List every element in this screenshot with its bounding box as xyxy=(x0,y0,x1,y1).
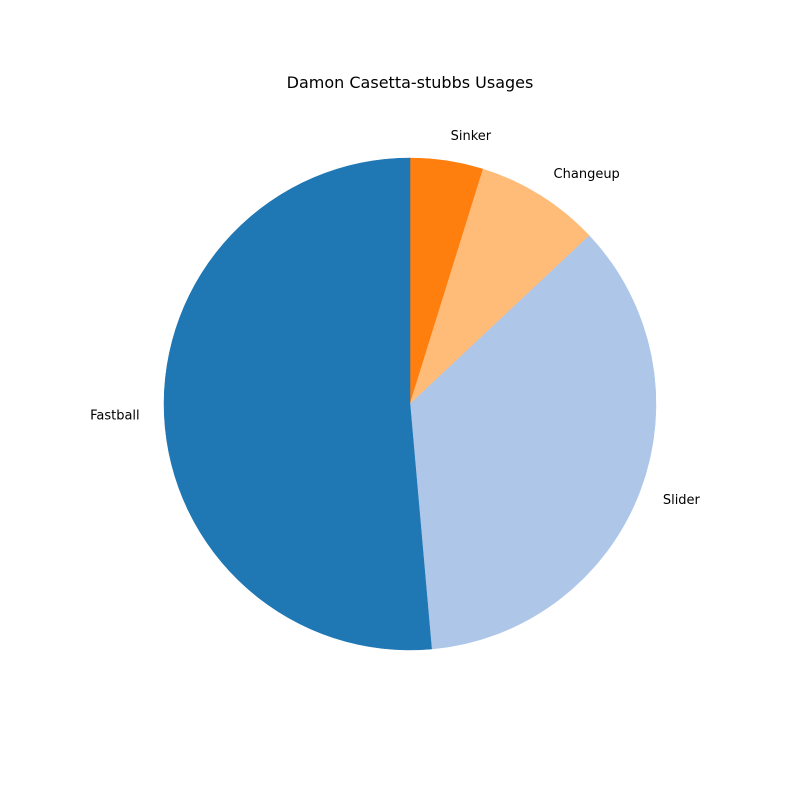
pie-slice-fastball xyxy=(163,157,432,651)
chart-title: Damon Casetta-stubbs Usages xyxy=(287,73,534,92)
pie-slice-changeup xyxy=(409,168,590,405)
slice-label-sinker: Sinker xyxy=(451,129,492,144)
pie-labels: Sinker Changeup Slider Fastball xyxy=(90,129,700,508)
slice-label-changeup: Changeup xyxy=(554,167,620,182)
slice-label-slider: Slider xyxy=(663,493,701,508)
slice-label-fastball: Fastball xyxy=(90,408,140,423)
pie-slice-slider xyxy=(409,235,657,650)
pie-slices xyxy=(163,157,657,651)
